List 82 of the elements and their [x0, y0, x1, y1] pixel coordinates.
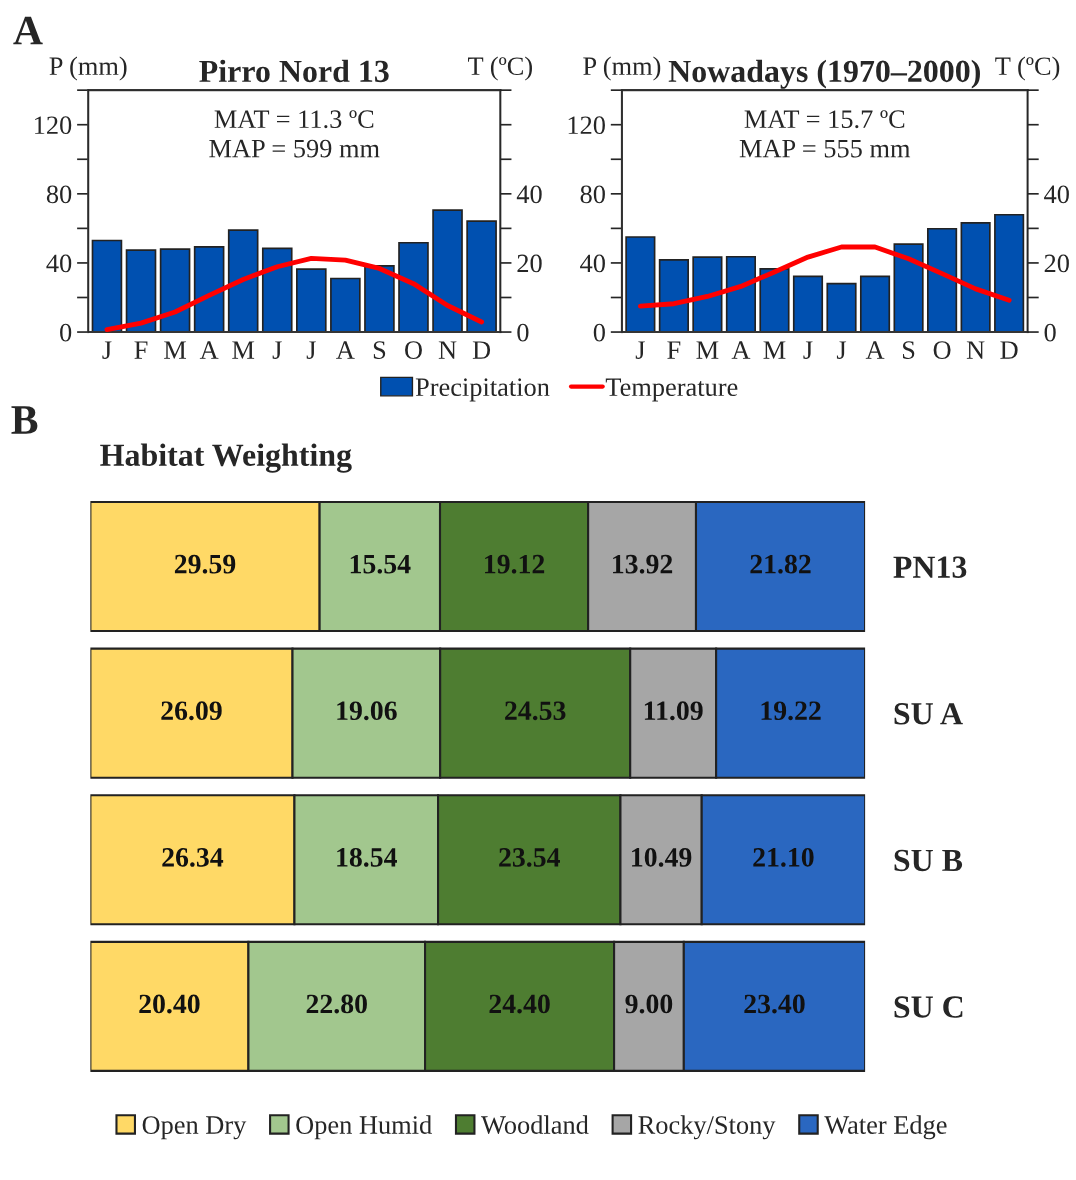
data-label: 26.34 — [162, 848, 224, 867]
x-tick-label: S — [373, 341, 386, 359]
data-label: 22.80 — [306, 994, 367, 1014]
data-label: 19.22 — [761, 701, 821, 721]
x-tick-label: N — [438, 341, 457, 359]
chart-title: Pirro Nord 13 — [199, 59, 389, 83]
data-label: 9.00 — [625, 994, 673, 1014]
x-tick-label: J — [836, 341, 847, 359]
y-tick-label: 40 — [46, 254, 72, 273]
chart-title: Nowadays (1970–2000) — [668, 59, 980, 89]
y-axis-title: P (mm) — [49, 56, 127, 81]
x-tick-label: O — [933, 341, 951, 359]
x-tick-label: M — [696, 341, 719, 359]
data-label: 15.54 — [350, 554, 411, 574]
x-tick-label: F — [134, 341, 148, 359]
data-label: 21.82 — [750, 554, 811, 574]
text: B — [11, 406, 38, 434]
legend-label: Woodland — [481, 1115, 589, 1135]
legend-label: Water Edge — [824, 1115, 947, 1140]
line-series — [104, 256, 485, 333]
data-label: 21.10 — [753, 847, 814, 867]
x-tick-label: J — [635, 341, 645, 359]
x-tick-label: J — [306, 341, 316, 359]
x-tick-label: J — [272, 341, 282, 359]
data-label: 23.54 — [499, 848, 560, 867]
x-tick-label: S — [902, 341, 915, 359]
y-tick-label: 40 — [580, 254, 605, 273]
legend-label: Precipitation — [415, 378, 550, 402]
chart-title: Habitat Weighting — [100, 443, 352, 473]
x-tick-label: D — [1000, 341, 1018, 359]
data-label: 23.40 — [744, 994, 805, 1014]
legend-label: Rocky/Stony — [638, 1115, 776, 1140]
legend-label: Open Humid — [296, 1115, 432, 1140]
data-label: 29.59 — [174, 554, 236, 574]
x-tick-label: A — [199, 341, 219, 359]
legend-label: Open Dry — [142, 1116, 247, 1140]
y-tick-label: 120 — [568, 116, 605, 135]
data-label: 24.40 — [489, 994, 550, 1014]
x-tick-label: N — [966, 341, 985, 359]
y-tick-label: 80 — [580, 185, 605, 204]
data-label: 20.40 — [139, 994, 200, 1014]
x-tick-label: M — [232, 341, 255, 359]
x-tick-label: O — [405, 341, 422, 359]
x-tick-label: A — [336, 341, 355, 359]
y-axis-title: P (mm) — [583, 56, 661, 81]
x-tick-label: D — [472, 341, 491, 359]
x-tick-label: A — [865, 341, 885, 359]
y2-axis-title: T (ºC) — [468, 56, 532, 81]
line-series — [637, 244, 1012, 309]
x-tick-label: J — [102, 341, 112, 359]
data-label: 19.06 — [337, 701, 397, 721]
y2-tick-label: 40 — [1044, 185, 1069, 204]
category-label: SU C — [894, 996, 963, 1018]
y2-tick-label: 20 — [1044, 254, 1069, 273]
data-label: 18.54 — [337, 847, 397, 867]
data-label: 10.49 — [632, 847, 692, 867]
y-tick-label: 120 — [35, 116, 72, 135]
annotation: MAT = 11.3 ºC MAP = 599 mm — [209, 110, 380, 158]
category-label: PN13 — [893, 556, 967, 578]
data-label: 11.09 — [644, 701, 703, 721]
y-tick-label: 0 — [593, 323, 605, 342]
data-label: 26.09 — [161, 701, 222, 721]
x-tick-label: A — [731, 341, 751, 359]
y2-tick-label: 0 — [1044, 323, 1056, 342]
text: A — [13, 16, 43, 45]
x-tick-label: F — [667, 341, 681, 359]
data-label: 19.12 — [485, 554, 545, 574]
y2-tick-label: 0 — [517, 323, 529, 342]
y-tick-label: 0 — [60, 323, 72, 342]
y-tick-label: 80 — [46, 185, 72, 204]
annotation: MAT = 15.7 ºC MAP = 555 mm — [739, 110, 911, 158]
data-label: 24.53 — [505, 701, 566, 721]
category-label: SU B — [894, 849, 963, 872]
x-tick-label: M — [763, 341, 786, 359]
y2-tick-label: 40 — [516, 185, 542, 204]
y2-axis-title: T (ºC) — [995, 56, 1060, 81]
x-tick-label: J — [803, 341, 813, 359]
data-label: 13.92 — [613, 554, 673, 574]
y2-tick-label: 20 — [517, 254, 542, 273]
x-tick-label: M — [164, 341, 187, 359]
legend-label: Temperature — [605, 378, 738, 402]
category-label: SU A — [894, 703, 963, 725]
